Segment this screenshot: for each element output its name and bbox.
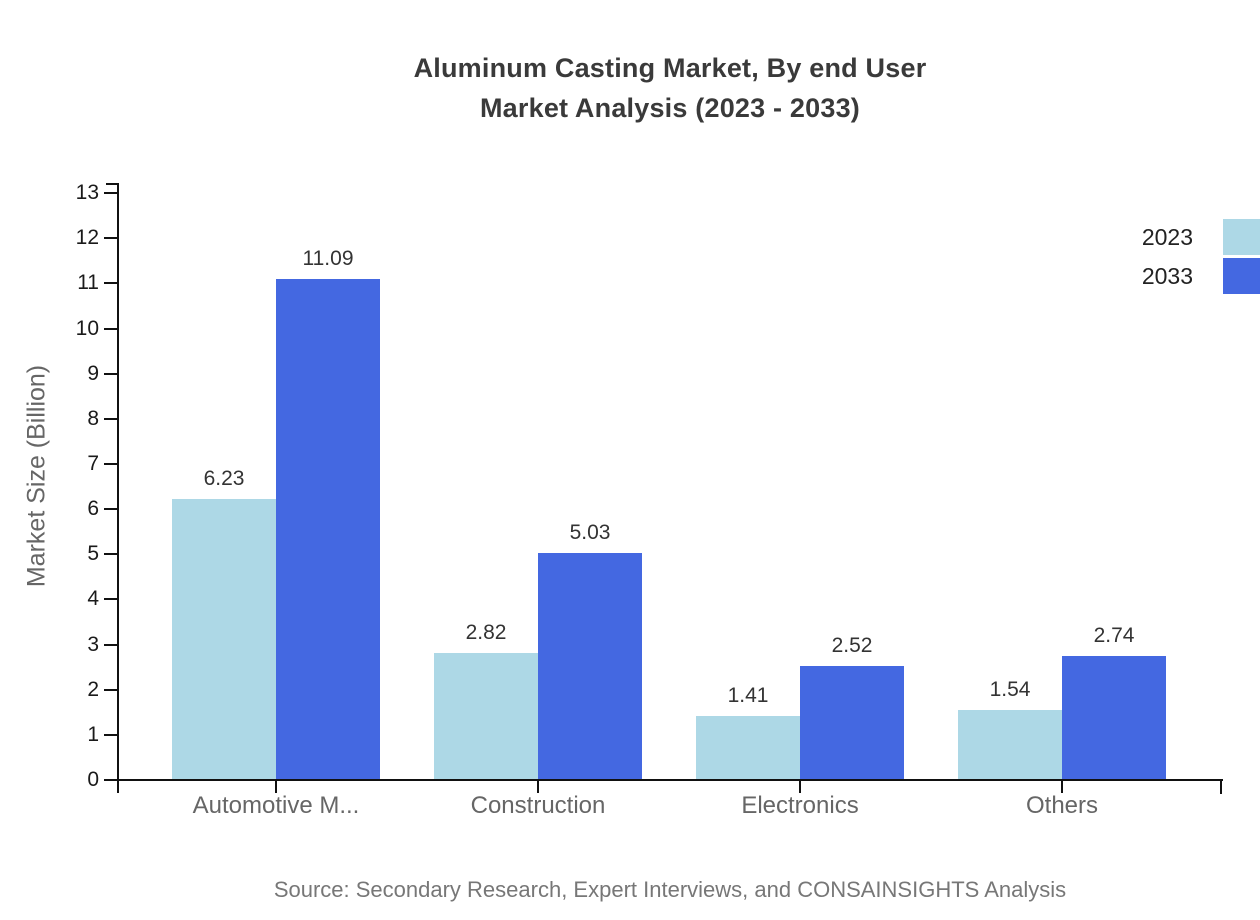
y-tick xyxy=(104,734,118,736)
y-tick xyxy=(104,463,118,465)
x-category-label: Electronics xyxy=(741,792,859,819)
bar-2033-Others xyxy=(1062,656,1166,780)
x-category-label: Automotive M... xyxy=(192,792,360,819)
legend-swatch xyxy=(1223,258,1260,294)
y-tick xyxy=(104,237,118,239)
x-tick xyxy=(799,780,801,793)
y-tick-label: 13 xyxy=(75,181,99,204)
y-axis-label: Market Size (Billion) xyxy=(22,364,51,588)
x-axis-end-tick xyxy=(1220,780,1222,794)
y-tick xyxy=(104,418,118,420)
bar-2023-Automotive M... xyxy=(172,499,276,780)
legend-item-label: 2023 xyxy=(1141,223,1193,250)
value-label: 6.23 xyxy=(203,467,245,490)
y-tick xyxy=(104,553,118,555)
value-label: 1.54 xyxy=(989,678,1031,701)
x-category-label: Others xyxy=(1025,792,1099,819)
value-label: 2.74 xyxy=(1093,624,1135,647)
value-label: 11.09 xyxy=(302,247,354,270)
y-tick-label: 9 xyxy=(87,362,99,385)
bar-2033-Automotive M... xyxy=(276,279,380,780)
x-category-label: Construction xyxy=(470,792,606,819)
y-tick-label: 5 xyxy=(87,542,99,565)
chart-title-line2: Market Analysis (2023 - 2033) xyxy=(479,93,860,123)
y-tick xyxy=(104,192,118,194)
y-tick-label: 1 xyxy=(87,723,99,746)
y-tick xyxy=(104,373,118,375)
y-tick xyxy=(104,598,118,600)
legend-item-2033: 2033 xyxy=(1142,258,1260,294)
y-tick-label: 3 xyxy=(87,633,99,656)
x-tick xyxy=(537,780,539,793)
chart-title-line1: Aluminum Casting Market, By end User xyxy=(413,53,927,83)
x-axis-start-tick xyxy=(117,780,119,793)
chart-title: Aluminum Casting Market, By end User Mar… xyxy=(119,48,1221,128)
y-tick-label: 8 xyxy=(87,407,99,430)
y-tick-label: 6 xyxy=(87,497,99,520)
x-tick xyxy=(1061,780,1063,793)
value-label: 2.52 xyxy=(831,634,873,657)
y-axis-end-tick xyxy=(106,183,118,185)
bar-2033-Electronics xyxy=(800,666,904,780)
legend-item-label: 2033 xyxy=(1141,262,1193,289)
y-tick xyxy=(104,282,118,284)
y-tick xyxy=(104,508,118,510)
bar-2023-Electronics xyxy=(696,716,800,780)
y-tick xyxy=(104,779,118,781)
x-axis-line xyxy=(117,779,1223,781)
y-tick-label: 12 xyxy=(75,226,99,249)
legend: 2023 2033 xyxy=(1142,219,1260,297)
value-label: 1.41 xyxy=(727,684,769,707)
bar-2023-Construction xyxy=(434,653,538,780)
value-label: 5.03 xyxy=(569,521,611,544)
y-tick-label: 0 xyxy=(87,768,99,791)
legend-swatch xyxy=(1223,219,1260,255)
y-tick xyxy=(104,328,118,330)
y-axis-line xyxy=(117,183,119,781)
bar-2023-Others xyxy=(958,710,1062,780)
x-tick xyxy=(275,780,277,793)
source-text: Source: Secondary Research, Expert Inter… xyxy=(273,877,1067,902)
value-label: 2.82 xyxy=(465,621,507,644)
y-tick-label: 4 xyxy=(87,587,99,610)
legend-item-2023: 2023 xyxy=(1142,219,1260,255)
y-tick xyxy=(104,689,118,691)
y-tick-label: 7 xyxy=(87,452,99,475)
y-tick-label: 10 xyxy=(75,317,99,340)
y-tick xyxy=(104,644,118,646)
y-tick-label: 11 xyxy=(77,271,99,294)
bar-2033-Construction xyxy=(538,553,642,780)
y-tick-label: 2 xyxy=(87,678,99,701)
